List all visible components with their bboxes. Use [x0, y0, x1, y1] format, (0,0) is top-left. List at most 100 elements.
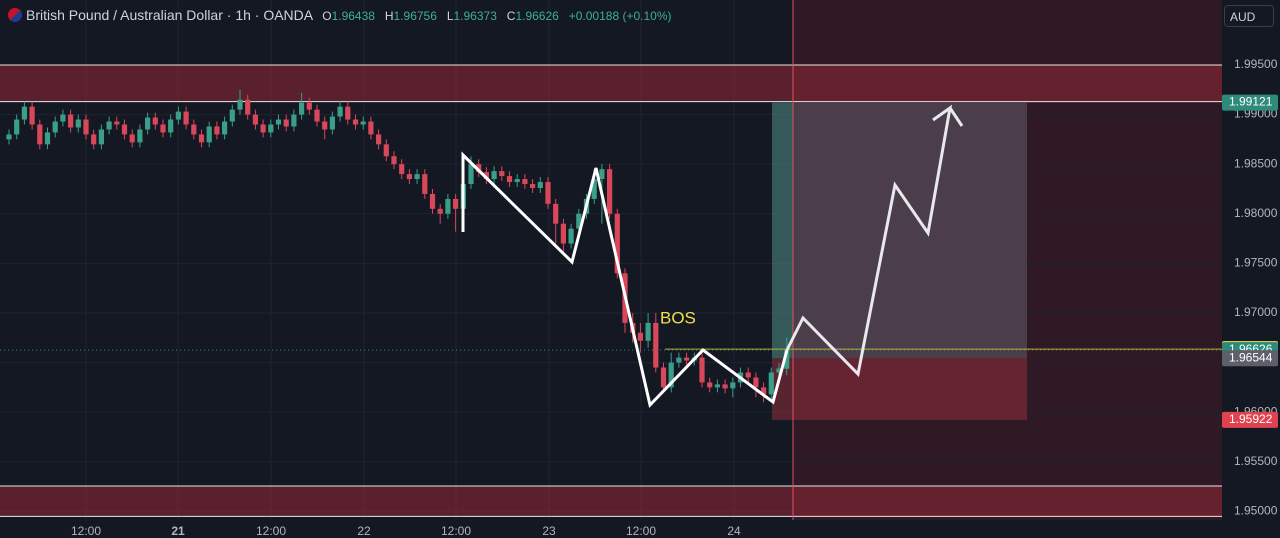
time-label: 12:00	[626, 524, 656, 538]
candle-body	[499, 171, 505, 177]
candle-body	[129, 134, 135, 143]
candle-body	[283, 119, 289, 127]
candle-body	[198, 134, 205, 143]
levels	[0, 348, 1222, 351]
candle-body	[676, 357, 682, 363]
candle-body	[684, 357, 690, 361]
candle-body	[522, 179, 528, 185]
candle-body	[14, 119, 20, 135]
candle-body	[537, 182, 543, 188]
candle-body	[476, 164, 482, 173]
candle-body	[91, 134, 97, 145]
candle-body	[506, 176, 513, 183]
candle-body	[345, 106, 351, 120]
candle-body	[191, 124, 197, 135]
candle-body	[576, 213, 582, 229]
candle-body	[106, 121, 112, 130]
candle-body	[445, 198, 451, 214]
candle-body	[406, 174, 412, 180]
price-tag-label: 1.95922	[1229, 412, 1273, 426]
candle-body	[383, 144, 389, 157]
candle-body	[530, 184, 536, 188]
time-label: 12:00	[71, 524, 101, 538]
candle-body	[483, 172, 489, 180]
candle-body	[614, 213, 620, 274]
candle-body	[322, 121, 328, 130]
candle-body	[591, 179, 597, 199]
zone	[0, 485, 1222, 517]
price-tag	[1222, 411, 1278, 428]
candle-body	[114, 121, 120, 125]
candle-body	[145, 117, 151, 130]
candle-body	[391, 156, 397, 165]
candle-body	[337, 106, 343, 117]
candle-body	[784, 350, 790, 369]
candle-body	[329, 116, 335, 130]
candle-body	[645, 322, 651, 341]
candle-body	[152, 117, 158, 125]
candle-body	[761, 387, 767, 395]
candles	[6, 89, 790, 403]
candle-body	[21, 106, 27, 120]
header: British Pound / Australian Dollar · 1h ·…	[8, 7, 671, 23]
candle-body	[60, 114, 66, 122]
candle-body	[268, 124, 274, 133]
y-tick-label: 1.95500	[1234, 454, 1278, 468]
change: +0.00188 (+0.10%)	[568, 9, 672, 23]
candle-body	[745, 372, 751, 378]
price-tag-label: 1.99121	[1229, 95, 1273, 109]
candle-body	[399, 164, 405, 175]
target-area-past	[772, 102, 793, 359]
structure-drawing	[461, 151, 789, 409]
candle-body	[75, 119, 81, 128]
candle-body	[422, 174, 428, 194]
time-label: 21	[171, 524, 185, 538]
candle-body	[368, 121, 374, 135]
candle-body	[414, 174, 420, 180]
price-tag	[1222, 94, 1278, 111]
candle-body	[437, 208, 443, 214]
candle-body	[753, 377, 759, 388]
candle-body	[768, 372, 774, 395]
y-tick-label: 1.95000	[1234, 504, 1278, 518]
candle-body	[553, 203, 559, 224]
ohlc-value: 1.96626	[515, 9, 559, 23]
ohlc-key: H	[384, 9, 394, 23]
candle-body	[68, 114, 74, 128]
candle-body	[514, 179, 520, 183]
candle-body	[175, 111, 181, 120]
candle-body	[560, 223, 566, 244]
candle-body	[568, 228, 574, 244]
ohlc-key: L	[446, 9, 454, 23]
candle-body	[699, 357, 705, 383]
candle-body	[83, 119, 89, 135]
ohlc-value: 1.96373	[453, 9, 497, 23]
candle-body	[314, 109, 320, 122]
ohlc-key: C	[506, 9, 516, 23]
candle-body	[299, 102, 305, 115]
time-label: 24	[727, 524, 741, 538]
stop-area	[772, 358, 1027, 420]
grid	[0, 0, 1222, 520]
y-tick-label: 1.98500	[1234, 156, 1278, 170]
candle-body	[29, 106, 35, 125]
time-label: 22	[357, 524, 371, 538]
currency-button[interactable]: AUD	[1224, 5, 1274, 27]
candle-body	[44, 132, 51, 145]
candle-body	[660, 367, 667, 388]
candle-body	[183, 111, 189, 125]
time-axis	[0, 520, 1222, 538]
candle-body	[252, 114, 258, 125]
candle-body	[714, 384, 720, 388]
candle-body	[637, 332, 643, 341]
symbol: British Pound / Australian Dollar · 1h ·…	[26, 7, 313, 23]
time-label: 12:00	[256, 524, 286, 538]
candle-body	[260, 124, 266, 133]
zone	[0, 64, 1222, 102]
candle-body	[776, 368, 782, 373]
candle-body	[545, 182, 551, 204]
candle-body	[491, 171, 497, 180]
